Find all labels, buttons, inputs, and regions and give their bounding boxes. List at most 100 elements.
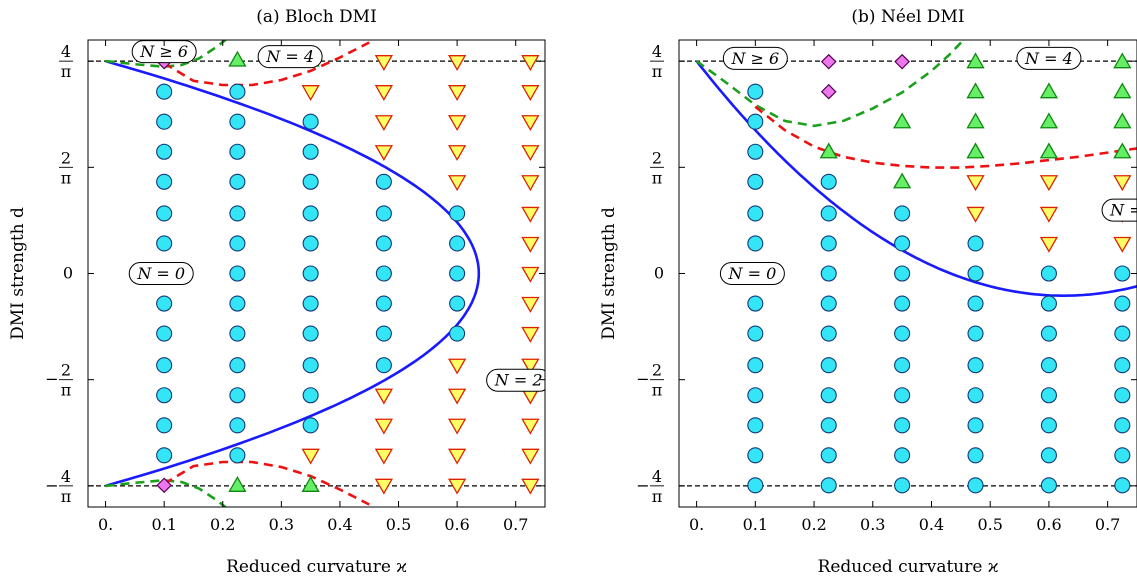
- marker-circle: [967, 325, 984, 342]
- x-tick-label: 0.2: [801, 515, 826, 534]
- marker-circle: [302, 357, 319, 374]
- marker-triangle-down: [1039, 175, 1059, 192]
- marker-triangle-up: [966, 82, 985, 99]
- marker-triangle-down: [521, 358, 540, 375]
- marker-circle: [156, 417, 173, 434]
- marker-circle: [894, 357, 911, 374]
- phase-boundary-blue: [695, 60, 1137, 297]
- y-tick-numerator: 4: [652, 42, 662, 61]
- y-tick-denominator: π: [61, 381, 72, 400]
- marker-diamond: [820, 53, 837, 70]
- region-label: N = 2: [494, 371, 543, 390]
- marker-circle: [747, 295, 764, 312]
- marker-circle: [820, 265, 837, 282]
- panel-bloch: (a) Bloch DMI N ≥ 6 N = 4 N = 0 N = 2 0. 0.1 0.…: [8, 7, 546, 577]
- region-label: N = 0: [136, 264, 185, 283]
- marker-triangle-down: [447, 175, 467, 192]
- marker-circle: [156, 235, 173, 252]
- marker-diamond: [894, 53, 910, 70]
- marker-circle: [302, 325, 319, 342]
- marker-circle: [449, 325, 466, 342]
- y-tick-numerator: 2: [652, 148, 662, 167]
- marker-triangle-up: [893, 172, 912, 189]
- x-tick-label: 0.3: [269, 515, 294, 534]
- marker-triangle-down: [374, 478, 393, 495]
- marker-triangle-down: [1113, 175, 1132, 192]
- region-label-box: [128, 262, 194, 285]
- y-tick-denominator: π: [61, 487, 72, 506]
- plot-area: N ≥ 6 N = 4 N = 0 N = 2: [88, 40, 545, 507]
- marker-triangle-down: [1039, 236, 1059, 253]
- marker-circle: [375, 173, 392, 190]
- marker-triangle-up: [228, 50, 247, 67]
- marker-circle: [302, 235, 319, 252]
- marker-triangle-up: [1113, 112, 1132, 129]
- y-tick-numerator: 4: [652, 467, 662, 486]
- y-tick-denominator: π: [61, 62, 72, 81]
- marker-circle: [229, 357, 246, 374]
- marker-circle: [375, 295, 392, 312]
- marker-circle: [1114, 295, 1131, 312]
- y-tick-label: 0: [654, 264, 664, 283]
- marker-circle: [967, 417, 984, 434]
- marker-circle: [156, 173, 173, 190]
- marker-circle: [967, 477, 984, 494]
- y-axis-label: DMI strength d: [8, 207, 28, 340]
- marker-circle: [894, 417, 911, 434]
- marker-circle: [967, 235, 984, 252]
- y-tick-numerator: 2: [61, 361, 71, 380]
- marker-circle: [302, 417, 319, 434]
- marker-circle: [229, 83, 246, 100]
- marker-circle: [156, 113, 173, 130]
- marker-triangle-down: [447, 145, 467, 162]
- marker-circle: [229, 447, 246, 464]
- phase-boundary-green: [105, 478, 228, 507]
- y-tick-numerator: 4: [61, 42, 71, 61]
- marker-triangle-down: [447, 115, 467, 132]
- marker-circle: [1040, 477, 1057, 494]
- phase-boundary-green: [695, 40, 966, 128]
- phase-boundary-green: [105, 40, 228, 69]
- marker-triangle-up: [1039, 142, 1059, 159]
- region-label: N ≥ 6: [139, 42, 188, 61]
- x-tick-label: 0.7: [1095, 515, 1120, 534]
- phase-boundary-red: [163, 460, 370, 506]
- marker-triangle-up: [228, 476, 247, 492]
- panel-title: (b) Néel DMI: [851, 7, 964, 27]
- marker-circle: [229, 173, 246, 190]
- marker-circle: [747, 83, 764, 100]
- marker-circle: [1114, 417, 1131, 434]
- marker-circle: [156, 357, 173, 374]
- marker-triangle-up: [966, 112, 985, 129]
- marker-triangle-down: [521, 296, 540, 313]
- marker-circle: [894, 387, 911, 404]
- marker-circle: [1040, 265, 1057, 282]
- marker-triangle-down: [521, 448, 540, 465]
- marker-triangle-down: [374, 448, 393, 465]
- marker-circle: [1040, 387, 1057, 404]
- panel-title: (a) Bloch DMI: [256, 7, 377, 27]
- x-tick-label: 0.2: [210, 515, 235, 534]
- marker-circle: [967, 265, 984, 282]
- marker-circle: [747, 113, 764, 130]
- marker-circle: [302, 265, 319, 282]
- x-tick-label: 0.4: [919, 515, 944, 534]
- marker-triangle-down: [966, 206, 985, 223]
- x-tick-label: 0.1: [743, 515, 768, 534]
- marker-triangle-down: [521, 145, 540, 162]
- marker-circle: [894, 205, 911, 222]
- marker-triangle-down: [1113, 236, 1132, 253]
- marker-triangle-down: [521, 85, 540, 102]
- marker-circle: [375, 325, 392, 342]
- marker-triangle-up: [893, 112, 912, 129]
- x-tick-label: 0.: [98, 515, 113, 534]
- marker-circle: [747, 357, 764, 374]
- x-tick-label: 0.5: [977, 515, 1002, 534]
- marker-circle: [229, 387, 246, 404]
- marker-circle: [894, 295, 911, 312]
- marker-triangle-up: [966, 142, 985, 159]
- phase-boundary-red: [163, 41, 370, 87]
- marker-triangle-down: [374, 145, 393, 162]
- marker-circle: [1040, 295, 1057, 312]
- marker-circle: [1114, 447, 1131, 464]
